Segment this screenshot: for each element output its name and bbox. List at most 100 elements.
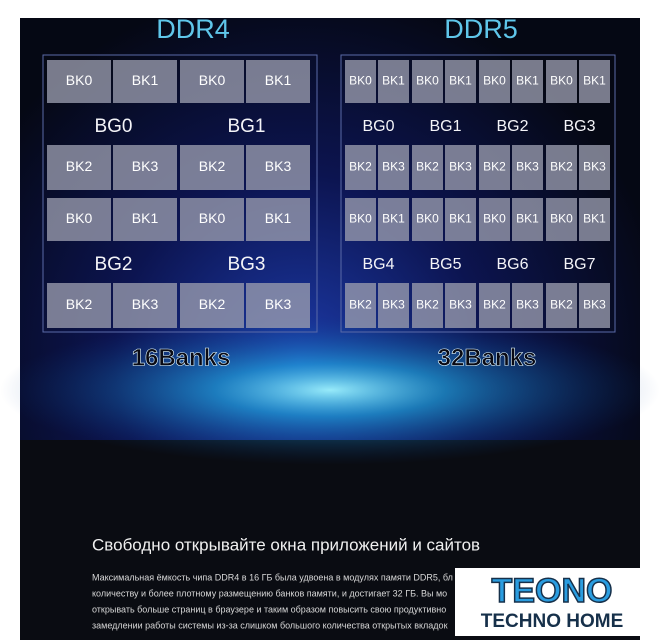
bank-label: BK1 [583, 212, 606, 226]
bank-label: BK1 [382, 212, 405, 226]
logo-box [455, 568, 650, 636]
bank-label: BK2 [550, 298, 573, 312]
bank [180, 60, 244, 103]
bank-label: BK1 [516, 74, 539, 88]
bank-label: BK2 [349, 298, 372, 312]
bank [378, 60, 409, 103]
bank-label: BK3 [382, 160, 405, 174]
bank [445, 198, 476, 241]
paragraph-line: замедлении работы системы из-за слишком … [92, 620, 448, 630]
bank-label: BK2 [416, 298, 439, 312]
bank-label: BK1 [449, 212, 472, 226]
heading: Свободно открывайте окна приложений и са… [92, 535, 480, 554]
paragraph-line: количеству и более плотному размещению б… [92, 588, 447, 598]
bank [512, 145, 543, 190]
group-label: BG2 [94, 254, 132, 275]
bank [546, 283, 577, 328]
bank [345, 198, 376, 241]
group-label: BG0 [94, 116, 132, 137]
paragraph-line: Максимальная ёмкость чипа DDR4 в 16 ГБ б… [92, 572, 453, 582]
bank [412, 283, 443, 328]
group-label: BG4 [362, 256, 394, 273]
bank-label: BK1 [382, 74, 405, 88]
bank [246, 60, 310, 103]
bank [345, 60, 376, 103]
bank-label: BK2 [483, 160, 506, 174]
bank-label: BK2 [66, 296, 93, 312]
bank-label: BK2 [66, 158, 93, 174]
bank-label: BK1 [516, 212, 539, 226]
logo-sub: TECHNO HOME [481, 611, 624, 632]
bank [579, 145, 610, 190]
paragraph-line: открывать больше страниц в браузере и та… [92, 604, 446, 614]
bank-label: BK0 [483, 212, 506, 226]
bank-label: BK2 [483, 298, 506, 312]
bank [47, 145, 111, 190]
bank-label: BK3 [132, 158, 159, 174]
bank [47, 198, 111, 241]
panel-title: DDR5 [444, 14, 518, 44]
group-label: BG5 [429, 256, 461, 273]
bank [345, 145, 376, 190]
panel-total: 32Banks [438, 344, 537, 371]
bank [579, 198, 610, 241]
bank-label: BK3 [583, 298, 606, 312]
bank [412, 198, 443, 241]
bank [113, 145, 177, 190]
bank-label: BK1 [449, 74, 472, 88]
group-label: BG3 [227, 254, 265, 275]
bank-label: BK0 [483, 74, 506, 88]
bank-label: BK0 [66, 210, 93, 226]
bank [345, 283, 376, 328]
bank-label: BK0 [416, 212, 439, 226]
bank-label: BK3 [449, 298, 472, 312]
bank-label: BK1 [132, 210, 159, 226]
bank-label: BK1 [583, 74, 606, 88]
bank-label: BK0 [416, 74, 439, 88]
glow [0, 315, 659, 465]
bank [579, 60, 610, 103]
bank-label: BK0 [349, 212, 372, 226]
bank [479, 283, 510, 328]
bank-label: BK0 [550, 212, 573, 226]
group-label: BG2 [496, 118, 528, 135]
bank [180, 145, 244, 190]
bank-label: BK3 [516, 160, 539, 174]
bank-label: BK2 [199, 296, 226, 312]
bank [113, 198, 177, 241]
bank [579, 283, 610, 328]
bank-label: BK3 [382, 298, 405, 312]
bank [113, 283, 177, 328]
bank [378, 283, 409, 328]
bank-label: BK3 [516, 298, 539, 312]
bank-label: BK3 [265, 158, 292, 174]
bank [546, 198, 577, 241]
bank-label: BK3 [132, 296, 159, 312]
bank [113, 60, 177, 103]
bank [546, 145, 577, 190]
bank-label: BK3 [449, 160, 472, 174]
bank [47, 60, 111, 103]
bank [512, 283, 543, 328]
bank-label: BK0 [66, 72, 93, 88]
group-label: BG1 [429, 118, 461, 135]
bank [412, 60, 443, 103]
bank-label: BK1 [265, 210, 292, 226]
logo-brand: TEONO [492, 572, 613, 610]
bank [546, 60, 577, 103]
panel-total: 16Banks [132, 344, 231, 371]
bank [412, 145, 443, 190]
bank [512, 198, 543, 241]
group-label: BG3 [563, 118, 595, 135]
bank-label: BK2 [199, 158, 226, 174]
bank-label: BK0 [199, 210, 226, 226]
bank [445, 60, 476, 103]
bank [246, 145, 310, 190]
group-label: BG6 [496, 256, 528, 273]
bank-label: BK2 [416, 160, 439, 174]
panel-title: DDR4 [156, 14, 230, 44]
bank [479, 60, 510, 103]
bank-label: BK2 [349, 160, 372, 174]
bank [180, 283, 244, 328]
